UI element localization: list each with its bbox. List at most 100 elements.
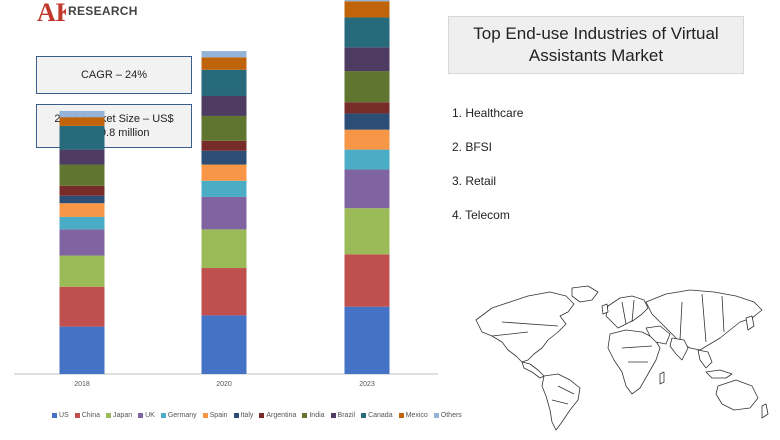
cagr-callout: CAGR – 24%: [36, 56, 192, 94]
legend-swatch: [74, 412, 80, 418]
legend-label: Japan: [113, 411, 133, 419]
map-japan: [745, 315, 755, 331]
legend-item-italy: Italy: [233, 409, 254, 421]
map-europe: [605, 295, 649, 329]
bar-segment-2018-brazil: [59, 149, 105, 165]
legend-swatch: [361, 412, 367, 418]
legend-swatch: [138, 412, 144, 418]
industry-item: 2. BFSI: [452, 140, 493, 154]
bar-segment-2020-brazil: [201, 95, 247, 116]
legend-swatch: [330, 412, 336, 418]
stacked-bar-chart: 2018 2020 2023: [14, 0, 438, 388]
bar-segment-2020-italy: [201, 150, 247, 165]
industry-item: 1. Healthcare: [452, 106, 524, 120]
bar-segment-2023-uk: [344, 169, 390, 209]
bar-segment-2020-mexico: [201, 57, 247, 70]
legend-swatch: [52, 412, 57, 418]
map-north-america: [475, 291, 575, 363]
map-borders: [491, 293, 725, 405]
legend-item-us: US: [52, 409, 69, 421]
legend-item-argentina: Argentina: [259, 409, 296, 421]
bar-segment-2023-spain: [344, 129, 390, 150]
bar-segment-2018-others: [59, 110, 105, 118]
bar-segment-2020-china: [201, 268, 247, 316]
legend-label: Others: [440, 411, 462, 419]
page-title: Top End-use Industries of Virtual Assist…: [473, 24, 719, 65]
bar-segment-2020-india: [201, 115, 247, 141]
legend-label: Mexico: [405, 411, 428, 419]
map-india: [669, 337, 689, 361]
bar-segment-2023-japan: [344, 208, 390, 255]
legend-label: US: [59, 411, 69, 419]
industry-item: 3. Retail: [452, 174, 497, 188]
legend-swatch: [233, 412, 239, 418]
legend-label: India: [309, 411, 325, 419]
bar-segment-2018-uk: [59, 229, 105, 256]
bar-segment-2018-canada: [59, 125, 105, 150]
legend-item-canada: Canada: [361, 409, 393, 421]
bar-segment-2020-canada: [201, 69, 247, 96]
bar-segment-2020-japan: [201, 229, 247, 269]
legend-label: Canada: [368, 411, 393, 419]
legend-label: Brazil: [337, 411, 356, 419]
chart-legend: US China Japan UK Germany Spain Italy Argentina…: [52, 409, 462, 421]
legend-item-japan: Japan: [106, 409, 132, 421]
map-uk: [601, 303, 609, 315]
industry-item: 4. Telecom: [452, 208, 510, 222]
x-tick-label: 2023: [359, 381, 375, 388]
legend-item-india: India: [302, 409, 325, 421]
legend-label: Italy: [240, 411, 254, 419]
legend-label: Germany: [167, 411, 197, 419]
legend-swatch: [433, 412, 439, 418]
legend-item-others: Others: [433, 409, 462, 421]
legend-label: Argentina: [266, 411, 297, 419]
bar-segment-2023-mexico: [344, 1, 390, 18]
legend-swatch: [302, 412, 308, 418]
industries-list: 1. Healthcare 2. BFSI 3. Retail 4. Telec…: [452, 104, 523, 240]
logo-mark-text: AK: [37, 0, 66, 26]
bar-segment-2020-uk: [201, 196, 247, 230]
bar-segment-2018-india: [59, 164, 105, 186]
bar-segment-2018-argentina: [59, 185, 105, 196]
bar-segment-2018-spain: [59, 203, 105, 217]
map-australia: [715, 379, 759, 411]
map-greenland: [571, 285, 599, 303]
bar-segment-2020-spain: [201, 164, 247, 181]
bar-segment-2018-mexico: [59, 117, 105, 126]
legend-swatch: [160, 412, 166, 418]
bar-segment-2018-italy: [59, 195, 105, 204]
bar-segment-2023-others: [344, 0, 390, 2]
legend-item-germany: Germany: [160, 409, 197, 421]
map-new-zealand: [761, 403, 769, 419]
map-central-america: [521, 361, 545, 379]
legend-label: China: [81, 411, 101, 419]
legend-swatch: [398, 412, 404, 418]
logo-mark-icon: AK: [37, 0, 66, 26]
bar-segment-2023-germany: [344, 149, 390, 170]
legend-item-spain: Spain: [202, 409, 228, 421]
map-madagascar: [659, 371, 665, 385]
world-map-icon: [475, 285, 769, 431]
brand-name: RESEARCH: [68, 4, 138, 18]
bar-segment-2018-germany: [59, 216, 105, 230]
legend-item-uk: UK: [138, 409, 155, 421]
legend-swatch: [202, 412, 208, 418]
legend-swatch: [259, 412, 265, 418]
legend-item-mexico: Mexico: [398, 409, 428, 421]
map-middle-east: [645, 325, 671, 345]
map-indonesia: [705, 369, 733, 379]
cagr-text: CAGR – 24%: [80, 69, 148, 81]
bar-segment-2023-china: [344, 254, 390, 307]
bar-segment-2020-germany: [201, 180, 247, 197]
bar-segment-2018-china: [59, 286, 105, 327]
bar-segment-2018-japan: [59, 255, 105, 287]
bar-segment-2023-canada: [344, 17, 390, 48]
bar-segment-2023-italy: [344, 113, 390, 130]
bar-segment-2023-argentina: [344, 102, 390, 114]
legend-item-china: China: [74, 409, 101, 421]
bar-segment-2023-brazil: [344, 47, 390, 72]
page-title-box: Top End-use Industries of Virtual Assist…: [448, 16, 744, 74]
bar-segment-2023-india: [344, 71, 390, 103]
x-tick-label: 2018: [74, 381, 90, 388]
